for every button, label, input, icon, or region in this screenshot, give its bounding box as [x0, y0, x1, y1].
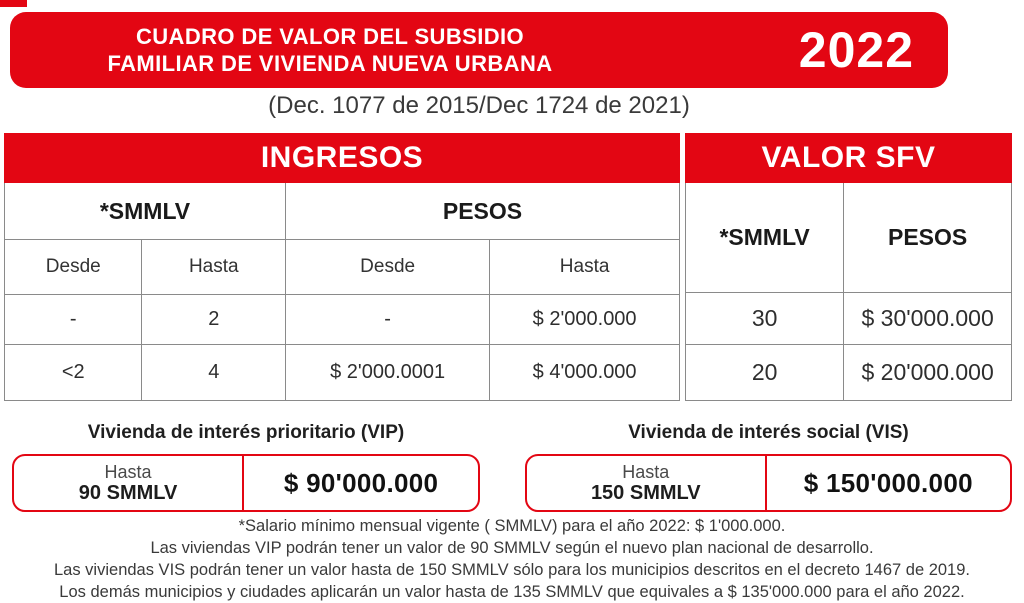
- vis-limit-value: 150 SMMLV: [590, 481, 701, 504]
- top-left-red-sliver: [0, 0, 27, 7]
- valor-sfv-column-smmlv: *SMMLV: [686, 183, 845, 293]
- vis-amount: $ 150'000.000: [803, 467, 973, 498]
- table-cell: $ 2'000.000: [490, 295, 679, 345]
- vip-limit-label: Hasta: [104, 461, 152, 482]
- page-title-line1: CUADRO DE VALOR DEL SUBSIDIO: [135, 24, 525, 49]
- table-cell: $ 30'000.000: [844, 293, 1011, 345]
- ingresos-group-smmlv: *SMMLV: [5, 183, 287, 240]
- table-cell: 20: [686, 345, 845, 400]
- table-cell: 4: [142, 345, 287, 400]
- table-cell: 2: [142, 295, 287, 345]
- vis-limit: Hasta 150 SMMLV: [527, 456, 767, 510]
- table-cell: -: [5, 295, 143, 345]
- vip-limit: Hasta 90 SMMLV: [14, 456, 245, 510]
- table-cell: $ 4'000.000: [532, 361, 637, 383]
- main-banner: CUADRO DE VALOR DEL SUBSIDIO FAMILIAR DE…: [10, 12, 948, 88]
- table-cell: $ 20'000.000: [861, 359, 994, 385]
- footnote-line: Los demás municipios y ciudades aplicará…: [59, 583, 965, 601]
- vip-limit-value: 90 SMMLV: [78, 481, 178, 504]
- table-cell: -: [286, 295, 491, 345]
- valor-sfv-grid: *SMMLV PESOS 30 $ 30'000.000 20 $ 20'000…: [685, 183, 1012, 401]
- page-title: CUADRO DE VALOR DEL SUBSIDIO FAMILIAR DE…: [10, 12, 650, 88]
- ingresos-group-pesos: PESOS: [286, 183, 679, 240]
- page-title-line2: FAMILIAR DE VIVIENDA NUEVA URBANA: [107, 51, 553, 76]
- year-badge: 2022: [798, 22, 914, 78]
- ingresos-subheader-desde-smmlv: Desde: [5, 240, 143, 295]
- table-cell: <2: [5, 345, 143, 400]
- footnotes: *Salario mínimo mensual vigente ( SMMLV)…: [0, 515, 1024, 603]
- vis-limit-label: Hasta: [622, 461, 670, 482]
- vip-amount: $ 90'000.000: [283, 467, 439, 498]
- valor-sfv-column-pesos: PESOS: [844, 183, 1011, 293]
- ingresos-grid: *SMMLV PESOS Desde Hasta Desde Hasta - 2…: [4, 183, 680, 401]
- valor-sfv-header: VALOR SFV: [685, 133, 1012, 183]
- decree-subtitle: (Dec. 1077 de 2015/Dec 1724 de 2021): [268, 92, 690, 119]
- vip-box: Hasta 90 SMMLV $ 90'000.000: [12, 454, 480, 512]
- vip-title: Vivienda de interés prioritario (VIP): [87, 422, 405, 443]
- ingresos-subheader-desde-pesos: Desde: [286, 240, 491, 295]
- ingresos-table: INGRESOS *SMMLV PESOS Desde Hasta Desde …: [4, 133, 680, 401]
- ingresos-header: INGRESOS: [4, 133, 680, 183]
- vis-title: Vivienda de interés social (VIS): [628, 422, 909, 443]
- footnote-line: Las viviendas VIP podrán tener un valor …: [150, 539, 874, 557]
- footnote-line: Las viviendas VIS podrán tener un valor …: [54, 561, 970, 579]
- vis-box: Hasta 150 SMMLV $ 150'000.000: [525, 454, 1012, 512]
- valor-sfv-table: VALOR SFV *SMMLV PESOS 30 $ 30'000.000 2…: [685, 133, 1012, 401]
- table-cell: 30: [686, 293, 845, 345]
- table-cell: $ 2'000.0001: [286, 345, 491, 400]
- footnote-line: *Salario mínimo mensual vigente ( SMMLV)…: [238, 517, 786, 535]
- ingresos-subheader-hasta-pesos: Hasta: [490, 240, 679, 295]
- ingresos-subheader-hasta-smmlv: Hasta: [142, 240, 287, 295]
